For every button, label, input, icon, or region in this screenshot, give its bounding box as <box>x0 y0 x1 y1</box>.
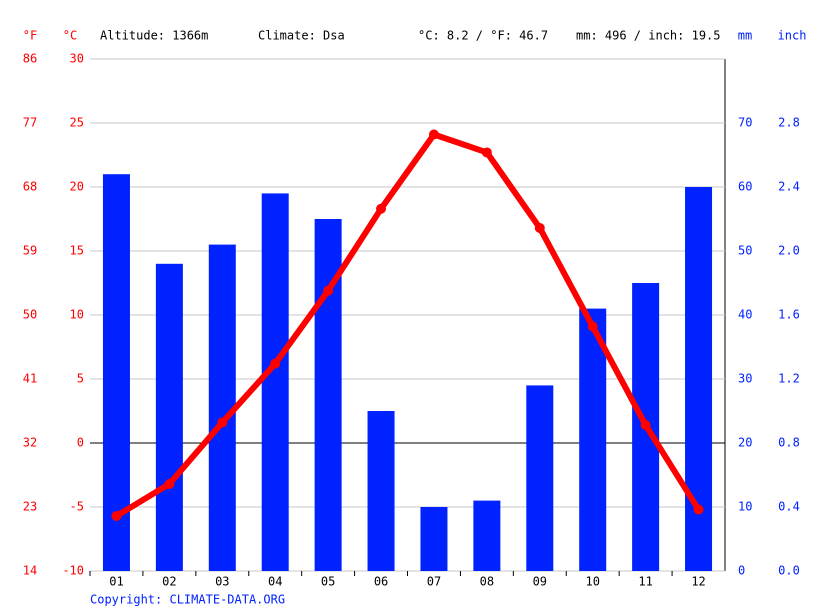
temperature-point <box>376 203 387 214</box>
f-tick-label: 14 <box>23 564 37 578</box>
bar <box>102 174 130 571</box>
annotation: °C: 8.2 / °F: 46.7 <box>418 29 548 43</box>
mm-tick-label: 50 <box>738 244 752 258</box>
bar <box>367 411 395 571</box>
temperature-point <box>481 147 492 158</box>
annotation: Altitude: 1366m <box>100 29 208 43</box>
inch-tick-label: 2.8 <box>778 116 800 130</box>
bar <box>420 507 448 571</box>
inch-tick-label: 1.2 <box>778 372 800 386</box>
inch-axis-label: inch <box>778 29 807 43</box>
c-tick-label: 5 <box>77 372 84 386</box>
temperature-point <box>693 504 704 515</box>
x-tick-label: 02 <box>162 575 176 589</box>
bar <box>261 193 289 571</box>
bar <box>526 385 554 571</box>
f-tick-label: 32 <box>23 436 37 450</box>
source: Copyright: CLIMATE-DATA.ORG <box>90 593 285 607</box>
temperature-point <box>111 510 122 521</box>
inch-tick-label: 0.4 <box>778 500 800 514</box>
mm-tick-label: 70 <box>738 116 752 130</box>
mm-tick-label: 30 <box>738 372 752 386</box>
inch-tick-label: 2.0 <box>778 244 800 258</box>
inch-tick-label: 2.4 <box>778 180 800 194</box>
mm-tick-label: 0 <box>738 564 745 578</box>
x-tick-label: 07 <box>427 575 441 589</box>
x-tick-label: 12 <box>691 575 705 589</box>
temperature-point <box>323 285 334 296</box>
c-tick-label: -10 <box>62 564 84 578</box>
c-axis-label: °C <box>63 29 77 43</box>
x-tick-label: 09 <box>533 575 547 589</box>
c-tick-label: -5 <box>70 500 84 514</box>
c-tick-label: 30 <box>70 52 84 66</box>
temperature-point <box>428 129 439 140</box>
x-tick-label: 06 <box>374 575 388 589</box>
mm-tick-label: 60 <box>738 180 752 194</box>
temperature-point <box>587 321 598 332</box>
x-tick-label: 08 <box>480 575 494 589</box>
temperature-point <box>640 420 651 431</box>
temperature-point <box>534 222 545 233</box>
temperature-line <box>114 131 702 519</box>
temperature-point <box>164 478 175 489</box>
f-tick-label: 77 <box>23 116 37 130</box>
x-tick-label: 11 <box>638 575 652 589</box>
mm-axis-label: mm <box>738 29 752 43</box>
c-tick-label: 25 <box>70 116 84 130</box>
x-tick-label: 05 <box>321 575 335 589</box>
x-tick-label: 10 <box>585 575 599 589</box>
f-tick-label: 23 <box>23 500 37 514</box>
annotation: Climate: Dsa <box>258 29 345 43</box>
f-tick-label: 68 <box>23 180 37 194</box>
mm-tick-label: 40 <box>738 308 752 322</box>
x-tick-label: 03 <box>215 575 229 589</box>
temperature-point <box>217 417 228 428</box>
c-tick-label: 15 <box>70 244 84 258</box>
f-tick-label: 86 <box>23 52 37 66</box>
bar <box>208 244 236 571</box>
inch-tick-label: 0.0 <box>778 564 800 578</box>
f-tick-label: 59 <box>23 244 37 258</box>
bar <box>473 500 501 571</box>
temperature-point <box>270 358 281 369</box>
x-tick-label: 01 <box>109 575 123 589</box>
f-tick-label: 50 <box>23 308 37 322</box>
c-tick-label: 0 <box>77 436 84 450</box>
bar <box>579 308 607 571</box>
inch-tick-label: 1.6 <box>778 308 800 322</box>
annotation: mm: 496 / inch: 19.5 <box>576 29 721 43</box>
f-axis-label: °F <box>23 29 37 43</box>
mm-tick-label: 10 <box>738 500 752 514</box>
x-tick-label: 04 <box>268 575 282 589</box>
c-tick-label: 20 <box>70 180 84 194</box>
f-tick-label: 41 <box>23 372 37 386</box>
c-tick-label: 10 <box>70 308 84 322</box>
mm-tick-label: 20 <box>738 436 752 450</box>
inch-tick-label: 0.8 <box>778 436 800 450</box>
bar <box>155 263 183 571</box>
